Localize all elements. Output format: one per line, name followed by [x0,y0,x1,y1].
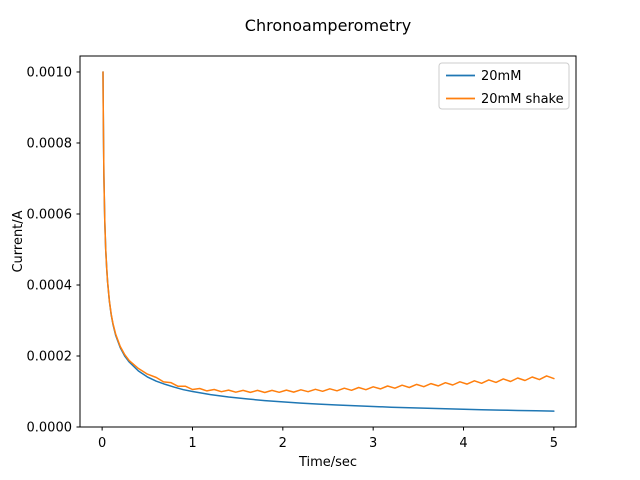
plot-area [79,55,577,428]
x-axis-label: Time/sec [298,455,357,470]
chart-title: Chronoamperometry [245,16,411,35]
x-axis-tick-label: 2 [279,436,287,451]
y-axis-tick-label: 0.0006 [27,207,73,222]
y-axis-tick-label: 0.0000 [27,421,73,436]
legend-label-20mm-shake: 20mM shake [481,92,564,107]
y-axis-tick-label: 0.0010 [27,65,73,80]
x-axis-tick-label: 1 [188,436,196,451]
y-axis-label: Current/A [11,210,26,272]
legend-label-20mm: 20mM [481,69,521,84]
x-axis-tick-label: 5 [550,436,558,451]
y-axis-tick-label: 0.0008 [27,136,73,151]
legend-box [438,62,570,110]
x-axis-tick-label: 4 [459,436,467,451]
x-axis-tick-label: 0 [98,436,106,451]
series-line-20mm-shake [102,71,555,394]
y-axis-tick-label: 0.0002 [27,349,73,364]
x-axis-tick-label: 3 [369,436,377,451]
y-axis-tick-label: 0.0004 [27,278,73,293]
